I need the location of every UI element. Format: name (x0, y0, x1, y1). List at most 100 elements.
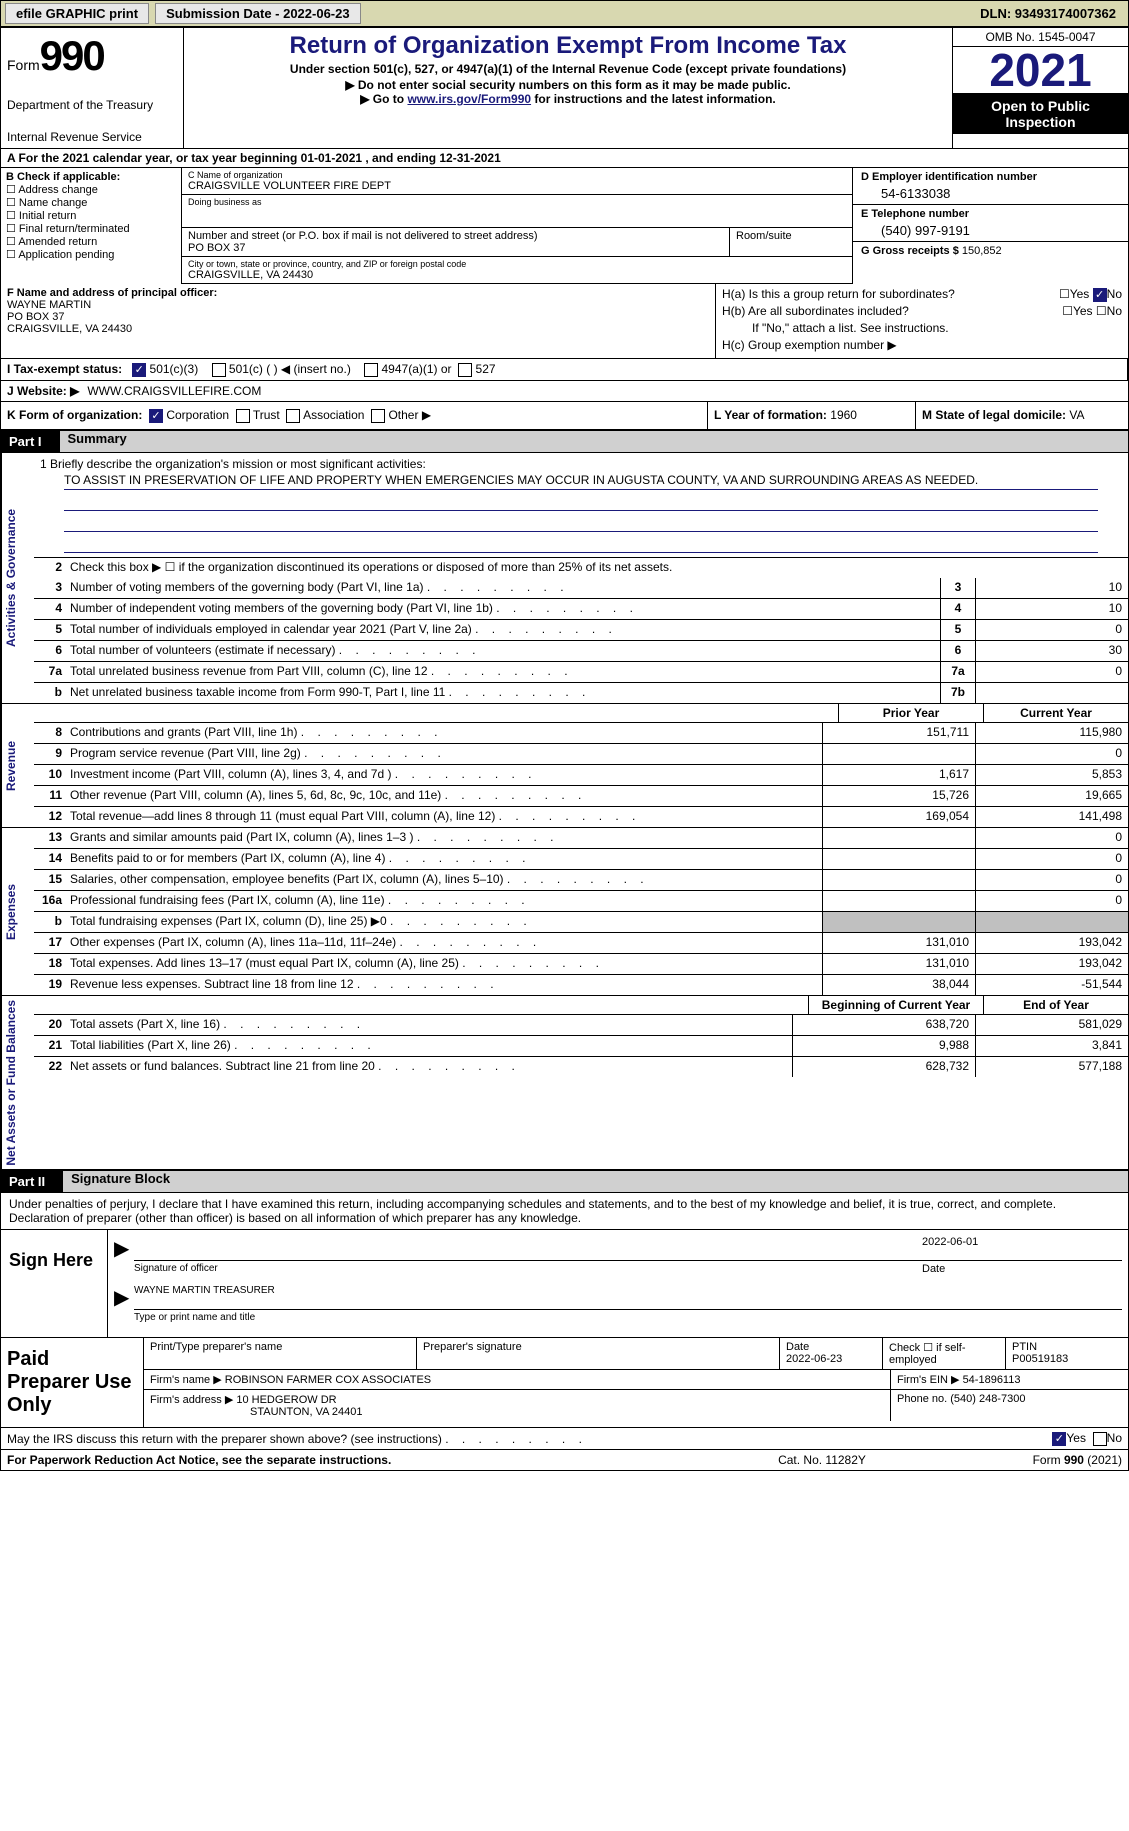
check-corporation[interactable]: ✓ (149, 409, 163, 423)
check-name-change[interactable]: ☐ Name change (6, 196, 176, 209)
notice-post: for instructions and the latest informat… (531, 92, 776, 106)
check-association[interactable] (286, 409, 300, 423)
summary-line-6: 6 Total number of volunteers (estimate i… (34, 641, 1128, 662)
ha-no-check[interactable]: ✓ (1093, 288, 1107, 302)
city-value: CRAIGSVILLE, VA 24430 (188, 269, 846, 281)
part-1-num: Part I (9, 434, 42, 449)
mission-text: TO ASSIST IN PRESERVATION OF LIFE AND PR… (64, 471, 1098, 490)
ein-value: 54-6133038 (861, 183, 1120, 201)
opt-corp: Corporation (166, 408, 229, 422)
line-num: 4 (34, 599, 66, 619)
prep-self-employed[interactable]: Check ☐ if self-employed (883, 1338, 1006, 1369)
opt-other: Other ▶ (388, 408, 431, 422)
check-amended-return[interactable]: ☐ Amended return (6, 235, 176, 248)
check-initial-return[interactable]: ☐ Initial return (6, 209, 176, 222)
name-title-label: Type or print name and title (134, 1312, 1122, 1323)
prior-year-value (822, 828, 975, 848)
ha-yes[interactable]: Yes (1070, 287, 1090, 301)
begin-year-header: Beginning of Current Year (808, 996, 983, 1014)
line-label: Number of voting members of the governin… (66, 578, 940, 598)
line-label: Net assets or fund balances. Subtract li… (66, 1057, 792, 1077)
summary-line-10: 10 Investment income (Part VIII, column … (34, 765, 1128, 786)
net-assets-label: Net Assets or Fund Balances (1, 996, 34, 1170)
org-name: CRAIGSVILLE VOLUNTEER FIRE DEPT (188, 180, 846, 192)
discuss-no-check[interactable] (1093, 1432, 1107, 1446)
line-value: 10 (975, 599, 1128, 619)
line-num: 22 (34, 1057, 66, 1077)
officer-street: PO BOX 37 (7, 311, 709, 323)
efile-print-button[interactable]: efile GRAPHIC print (5, 3, 149, 24)
irs-link[interactable]: www.irs.gov/Form990 (407, 92, 531, 106)
dept-treasury: Department of the Treasury (7, 98, 177, 112)
line-label: Revenue less expenses. Subtract line 18 … (66, 975, 822, 995)
prior-year-value (822, 744, 975, 764)
line-value: 0 (975, 620, 1128, 640)
discuss-yes-check[interactable]: ✓ (1052, 1432, 1066, 1446)
summary-line-15: 15 Salaries, other compensation, employe… (34, 870, 1128, 891)
check-4947[interactable] (364, 363, 378, 377)
prior-year-value (822, 849, 975, 869)
summary-line-12: 12 Total revenue—add lines 8 through 11 … (34, 807, 1128, 827)
opt-4947: 4947(a)(1) or (382, 362, 452, 376)
line-value: 0 (975, 662, 1128, 682)
section-f: F Name and address of principal officer:… (1, 284, 716, 358)
prior-year-value: 628,732 (792, 1057, 975, 1077)
prior-year-value: 169,054 (822, 807, 975, 827)
line-value: 10 (975, 578, 1128, 598)
line-label: Other revenue (Part VIII, column (A), li… (66, 786, 822, 806)
sig-arrow-1: ▶ (114, 1236, 134, 1261)
check-trust[interactable] (236, 409, 250, 423)
check-address-change[interactable]: ☐ Address change (6, 183, 176, 196)
check-other[interactable] (371, 409, 385, 423)
current-year-header: Current Year (983, 704, 1128, 722)
line-box: 6 (940, 641, 975, 661)
line-num: 11 (34, 786, 66, 806)
hb-no[interactable]: No (1107, 304, 1122, 318)
firm-addr1: 10 HEDGEROW DR (236, 1394, 336, 1406)
line-box: 4 (940, 599, 975, 619)
line-label: Total expenses. Add lines 13–17 (must eq… (66, 954, 822, 974)
summary-line-19: 19 Revenue less expenses. Subtract line … (34, 975, 1128, 995)
check-final-return[interactable]: ☐ Final return/terminated (6, 222, 176, 235)
line-label: Contributions and grants (Part VIII, lin… (66, 723, 822, 743)
part-2-title: Signature Block (63, 1171, 1128, 1192)
sig-arrow-2: ▶ (114, 1285, 134, 1310)
check-501c3[interactable]: ✓ (132, 363, 146, 377)
prep-name-label: Print/Type preparer's name (150, 1341, 410, 1353)
current-year-value: 193,042 (975, 933, 1128, 953)
room-cell: Room/suite (730, 228, 852, 257)
line-num: 6 (34, 641, 66, 661)
check-application-pending[interactable]: ☐ Application pending (6, 248, 176, 261)
check-501c[interactable] (212, 363, 226, 377)
opt-501c: 501(c) ( ) ◀ (insert no.) (229, 362, 351, 376)
line-num: 13 (34, 828, 66, 848)
tax-year: 2021 (953, 47, 1128, 94)
current-year-value: 193,042 (975, 954, 1128, 974)
ein-cell: D Employer identification number 54-6133… (853, 168, 1128, 205)
firm-name-label: Firm's name ▶ (150, 1374, 222, 1386)
row-klm: K Form of organization: ✓ Corporation Tr… (0, 402, 1129, 430)
line-num: 18 (34, 954, 66, 974)
hb-yes[interactable]: Yes (1073, 304, 1093, 318)
prior-year-value: 1,617 (822, 765, 975, 785)
line-label: Investment income (Part VIII, column (A)… (66, 765, 822, 785)
line-num: 17 (34, 933, 66, 953)
notice-pre: ▶ Go to (360, 92, 407, 106)
current-year-value: 5,853 (975, 765, 1128, 785)
line-value (975, 683, 1128, 703)
current-year-value: 0 (975, 849, 1128, 869)
summary-line-21: 21 Total liabilities (Part X, line 26) 9… (34, 1036, 1128, 1057)
row-i-j: I Tax-exempt status: ✓ 501(c)(3) 501(c) … (0, 359, 1129, 381)
open-public-label: Open to Public Inspection (953, 94, 1128, 134)
summary-line-17: 17 Other expenses (Part IX, column (A), … (34, 933, 1128, 954)
tax-period: A For the 2021 calendar year, or tax yea… (0, 149, 1129, 168)
form-header: Form990 Department of the Treasury Inter… (0, 27, 1129, 149)
check-527[interactable] (458, 363, 472, 377)
dba-label: Doing business as (188, 197, 846, 207)
firm-addr2: STAUNTON, VA 24401 (150, 1406, 363, 1418)
prior-year-value: 15,726 (822, 786, 975, 806)
identity-grid: B Check if applicable: ☐ Address change … (0, 168, 1129, 284)
footer-right: Form 990 (2021) (922, 1453, 1122, 1467)
current-year-value: 0 (975, 744, 1128, 764)
ha-label: H(a) Is this a group return for subordin… (722, 287, 955, 301)
